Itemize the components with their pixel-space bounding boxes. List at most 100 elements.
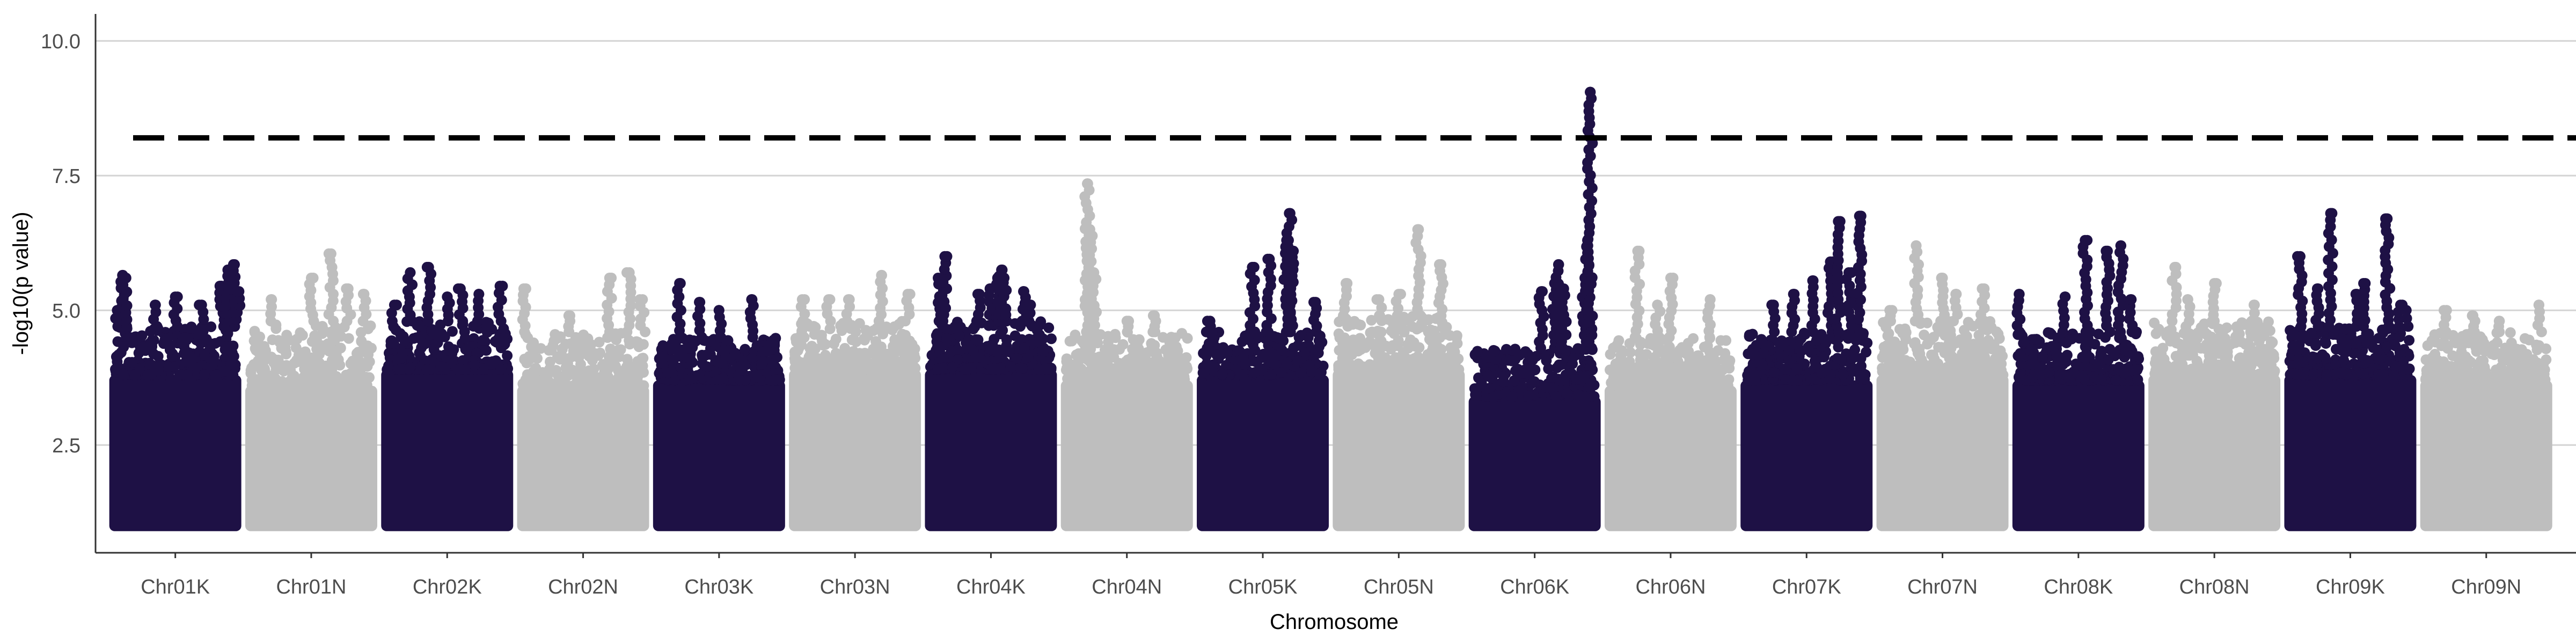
- data-point: [134, 363, 145, 374]
- data-point: [1722, 380, 1733, 391]
- data-point: [448, 344, 459, 355]
- data-point: [1128, 375, 1139, 386]
- data-point: [542, 370, 553, 382]
- data-point: [1031, 325, 1043, 336]
- data-point: [1583, 383, 1594, 394]
- peak-top-point: [1665, 273, 1676, 283]
- data-point: [340, 373, 351, 384]
- data-point: [1240, 359, 1251, 370]
- data-point: [623, 359, 634, 370]
- data-point: [985, 343, 997, 355]
- peak-top-point: [637, 294, 648, 305]
- data-point: [1139, 374, 1151, 385]
- data-point: [423, 356, 434, 367]
- data-point: [1517, 382, 1528, 393]
- data-point: [1486, 391, 1497, 402]
- data-point: [947, 362, 958, 373]
- dense-points-block: [1740, 380, 1873, 531]
- data-point: [1443, 362, 1454, 374]
- data-point: [1127, 343, 1138, 355]
- data-point: [118, 341, 129, 353]
- data-point: [389, 338, 399, 349]
- data-point: [1633, 367, 1644, 378]
- data-point: [1198, 368, 1210, 379]
- data-point: [656, 359, 667, 370]
- data-point: [335, 342, 346, 354]
- data-point: [901, 347, 912, 358]
- peak-top-point: [1937, 273, 1948, 283]
- data-point: [2096, 346, 2107, 357]
- dense-points-block: [381, 369, 514, 531]
- peak-top-point: [1413, 224, 1424, 235]
- data-point: [1452, 338, 1463, 349]
- data-point: [1346, 349, 1357, 360]
- peak-top-point: [1558, 283, 1569, 294]
- data-point: [1339, 332, 1350, 343]
- data-point: [2051, 349, 2062, 360]
- data-point: [1353, 358, 1364, 369]
- data-point: [126, 337, 137, 348]
- chromosome-series-Chr01N: [245, 248, 377, 531]
- chromosome-series-Chr05K: [1197, 208, 1329, 531]
- data-point: [1519, 368, 1529, 379]
- data-point: [774, 374, 785, 385]
- data-point: [792, 345, 803, 356]
- data-point: [1509, 375, 1520, 386]
- data-point: [846, 350, 857, 362]
- data-point: [432, 337, 443, 348]
- peak-top-point: [1854, 210, 1865, 222]
- data-point: [1385, 343, 1396, 355]
- data-point: [1922, 339, 1933, 350]
- peak-top-point: [876, 269, 887, 281]
- data-point: [1094, 352, 1105, 362]
- peak-top-point: [473, 289, 485, 300]
- data-point: [684, 335, 695, 346]
- data-point: [199, 349, 210, 361]
- data-point: [555, 371, 567, 382]
- data-point: [824, 323, 836, 334]
- data-point: [164, 344, 175, 355]
- data-point: [1918, 358, 1929, 369]
- data-point: [486, 359, 497, 370]
- data-point: [1005, 361, 1016, 372]
- data-point: [1167, 375, 1178, 386]
- data-point: [281, 348, 292, 360]
- data-point: [1883, 369, 1894, 380]
- data-point: [555, 378, 567, 390]
- data-point: [1945, 340, 1956, 351]
- data-point: [399, 335, 411, 347]
- data-point: [1416, 321, 1427, 332]
- data-point: [1292, 340, 1304, 351]
- data-point: [331, 324, 342, 335]
- data-point: [932, 328, 943, 339]
- data-point: [174, 369, 185, 380]
- chromosome-series-Chr01K: [109, 259, 246, 531]
- data-point: [1758, 347, 1769, 358]
- data-point: [2061, 337, 2072, 348]
- data-point: [972, 334, 984, 346]
- data-point: [1894, 324, 1905, 335]
- data-point: [2263, 316, 2274, 327]
- peak-top-point: [1084, 224, 1095, 235]
- data-point: [318, 368, 329, 379]
- data-point: [1933, 342, 1944, 353]
- data-point: [1506, 391, 1518, 402]
- chromosome-series-Chr06K: [1468, 86, 1601, 531]
- chromosome-series-Chr08N: [2148, 261, 2281, 531]
- data-point: [1165, 347, 1176, 358]
- peak-top-point: [1341, 278, 1351, 289]
- peak-top-point: [1025, 299, 1036, 311]
- peak-top-point: [674, 278, 685, 289]
- data-point: [757, 346, 769, 357]
- data-point: [428, 328, 440, 340]
- data-point: [654, 368, 665, 379]
- data-point: [705, 335, 716, 347]
- peak-top-point: [2102, 245, 2113, 257]
- data-point: [2133, 351, 2144, 362]
- data-point: [299, 355, 310, 367]
- data-point: [613, 351, 625, 362]
- data-point: [747, 352, 758, 363]
- data-point: [1742, 370, 1753, 381]
- data-point: [952, 354, 963, 365]
- peak-top-point: [972, 289, 983, 300]
